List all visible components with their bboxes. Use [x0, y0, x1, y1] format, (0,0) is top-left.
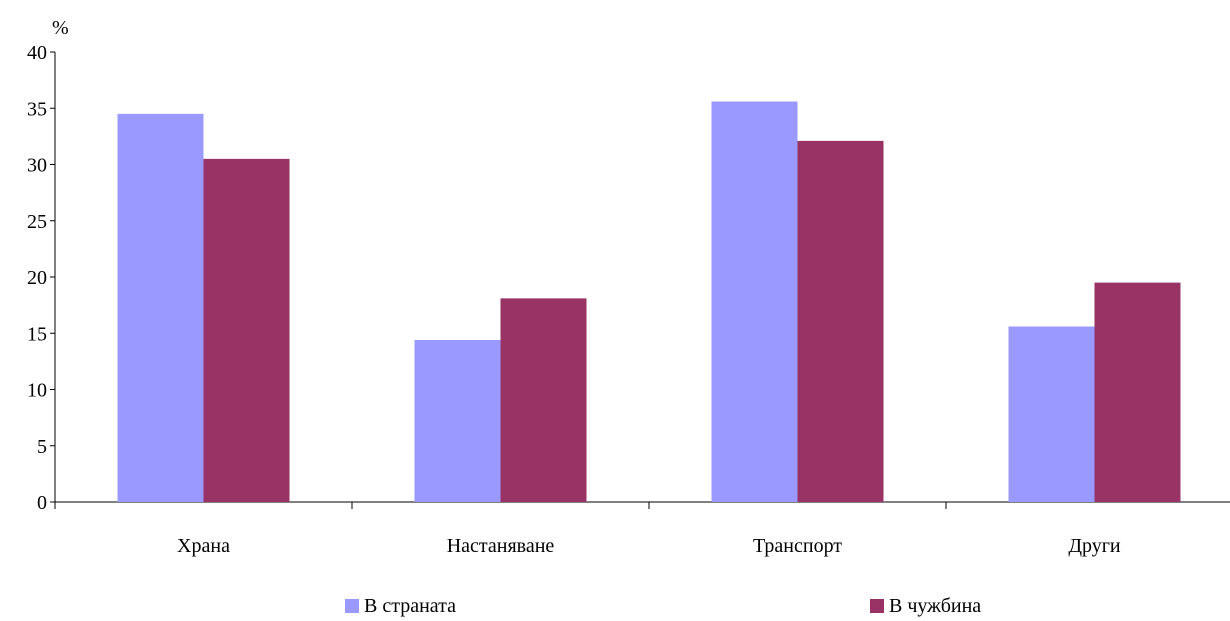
y-tick-label: 15 [27, 323, 47, 345]
y-tick-label: 30 [27, 155, 47, 177]
legend-swatch-series-2 [870, 599, 884, 613]
x-category-label: Транспорт [753, 535, 842, 557]
legend-swatch-series-1 [345, 599, 359, 613]
legend-label-series-1: В страната [364, 594, 457, 617]
y-tick-label: 5 [37, 436, 47, 458]
bar-series-2 [797, 140, 884, 502]
y-tick-label: 10 [27, 380, 47, 402]
y-axis-ticks: 0 5 10 15 20 25 30 35 40 [27, 42, 55, 514]
x-category-label: Настаняване [447, 535, 555, 557]
legend-label-series-2: В чужбина [889, 594, 982, 617]
legend-item-series-1: В страната [345, 594, 456, 618]
legend-item-series-2: В чужбина [870, 594, 981, 618]
bar-series-1 [414, 340, 501, 502]
bar-series-2 [500, 298, 587, 502]
y-tick-label: 35 [27, 98, 47, 120]
x-category-label: Храна [177, 535, 230, 557]
bar-series-2 [203, 158, 290, 502]
bar-series-1 [711, 101, 798, 502]
y-tick-label: 0 [37, 492, 47, 514]
y-tick-label: 25 [27, 211, 47, 233]
bar-series-1 [1008, 326, 1095, 502]
bar-series-1 [117, 113, 204, 502]
y-axis-label: % [52, 17, 69, 39]
x-category-label: Други [1068, 535, 1121, 557]
bars-group [117, 101, 1181, 502]
y-tick-label: 20 [27, 267, 47, 289]
y-tick-label: 40 [27, 42, 47, 64]
x-axis-ticks: Храна Настаняване Транспорт Други [54, 502, 1121, 557]
bar-series-2 [1094, 282, 1181, 502]
